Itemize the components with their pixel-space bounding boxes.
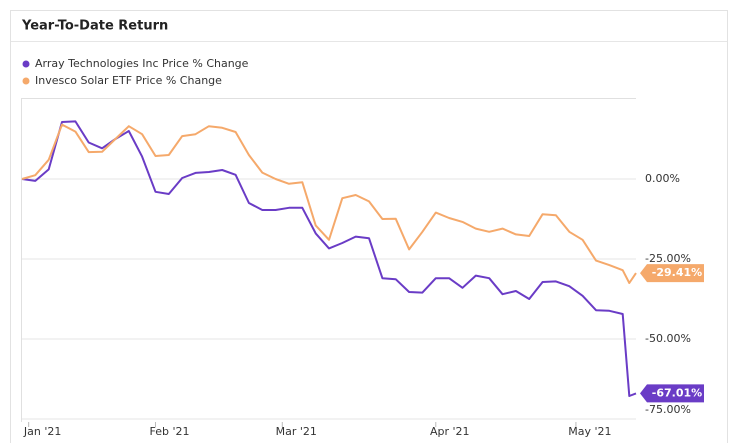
x-tick-label: Apr '21 [430, 425, 470, 438]
x-tick-label: Jan '21 [23, 425, 61, 438]
series-line [21, 120, 637, 397]
legend-marker [22, 60, 30, 68]
legend-label: Array Technologies Inc Price % Change [35, 57, 249, 70]
end-label: -29.41% [652, 266, 702, 279]
x-tick-label: Mar '21 [276, 425, 317, 438]
y-tick-label: -50.00% [645, 332, 691, 345]
end-flag [640, 384, 704, 403]
y-tick-label: 0.00% [645, 172, 680, 185]
chart-title: Year-To-Date Return [21, 19, 168, 34]
x-tick-label: Feb '21 [149, 425, 189, 438]
legend-label: Invesco Solar ETF Price % Change [35, 74, 222, 87]
x-tick-label: May '21 [568, 425, 611, 438]
end-label: -67.01% [652, 386, 702, 399]
legend-marker [22, 77, 30, 85]
chart-frame [10, 10, 728, 447]
y-tick-label: -75.00% [645, 403, 691, 416]
y-tick-label: -25.00% [645, 252, 691, 265]
end-flag [640, 264, 704, 283]
series-line [21, 123, 637, 284]
